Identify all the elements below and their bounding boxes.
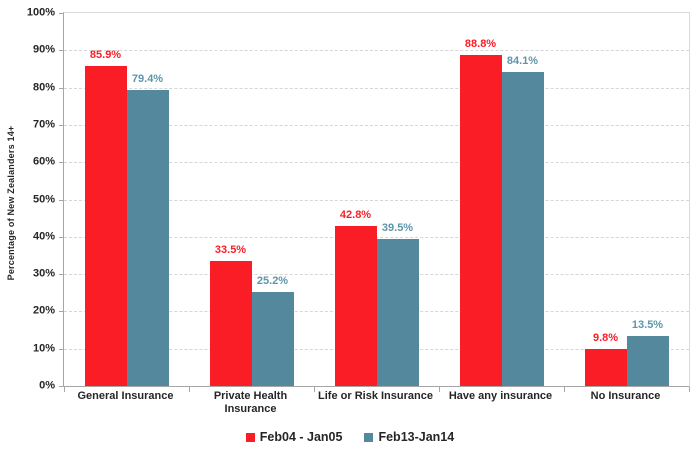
bar-value-label: 9.8% bbox=[592, 332, 619, 345]
y-tick-label: 20% bbox=[32, 304, 55, 317]
bar-group: 9.8% 13.5% bbox=[564, 13, 689, 386]
bar-value-label: 84.1% bbox=[506, 55, 539, 68]
gridline bbox=[64, 199, 689, 201]
x-tick-mark bbox=[189, 387, 190, 392]
bar-series-1: 33.5% bbox=[209, 245, 252, 386]
gridline bbox=[64, 236, 689, 238]
bar-value-label: 42.8% bbox=[339, 209, 372, 222]
plot-area: 0% 10% 20% 30% 40% 50% 60% 70% 80% 90% 100% 85.9% 79… bbox=[27, 7, 690, 392]
bar-series-1: 42.8% bbox=[334, 210, 377, 386]
x-tick-mark bbox=[689, 387, 690, 392]
gridline bbox=[64, 87, 689, 89]
y-tick-label: 10% bbox=[32, 342, 55, 355]
bar-value-label: 85.9% bbox=[89, 48, 122, 61]
y-tick-label: 50% bbox=[32, 193, 55, 205]
legend-label: Feb13-Jan14 bbox=[378, 430, 455, 444]
x-axis-labels: General Insurance Private Health Insuranc… bbox=[63, 390, 688, 416]
bar-series-2: 84.1% bbox=[501, 56, 544, 386]
y-tick-mark bbox=[59, 236, 64, 238]
bar-series-1: 88.8% bbox=[459, 38, 502, 386]
category-label: Life or Risk Insurance bbox=[318, 390, 433, 402]
y-tick-label: 40% bbox=[32, 230, 55, 243]
y-tick-mark bbox=[59, 274, 64, 276]
category-label: Have any insurance bbox=[448, 390, 553, 402]
gridline bbox=[64, 124, 689, 126]
y-tick-mark bbox=[59, 348, 64, 350]
bar-series-2: 39.5% bbox=[376, 222, 419, 386]
y-tick-label: 60% bbox=[32, 155, 55, 168]
category-label: General Insurance bbox=[77, 390, 174, 402]
bar-group: 88.8% 84.1% bbox=[439, 13, 564, 386]
legend-swatch-icon bbox=[245, 432, 255, 442]
legend-item-series-2: Feb13-Jan14 bbox=[364, 431, 454, 444]
y-tick-mark bbox=[59, 13, 64, 14]
y-tick-mark bbox=[59, 199, 64, 201]
y-tick-mark bbox=[59, 162, 64, 164]
bar-group: 42.8% 39.5% bbox=[314, 13, 439, 386]
y-tick-label: 100% bbox=[26, 6, 55, 19]
bar-value-label: 25.2% bbox=[256, 275, 289, 288]
gridline bbox=[64, 162, 689, 164]
y-tick-mark bbox=[59, 50, 64, 52]
category-label: No Insurance bbox=[590, 390, 661, 402]
legend-label: Feb04 - Jan05 bbox=[259, 430, 343, 444]
y-tick-label: 0% bbox=[39, 379, 55, 392]
category-label: Private Health Insurance bbox=[213, 390, 288, 415]
bar-value-label: 39.5% bbox=[381, 221, 414, 234]
y-tick-mark bbox=[59, 311, 64, 313]
legend: Feb04 - Jan05 Feb13-Jan14 bbox=[0, 431, 700, 444]
bar-value-label: 33.5% bbox=[214, 244, 247, 257]
y-tick-label: 90% bbox=[32, 43, 55, 56]
bar-series-2: 79.4% bbox=[126, 73, 169, 386]
y-tick-mark bbox=[59, 386, 64, 387]
legend-swatch-icon bbox=[364, 432, 374, 442]
x-tick-mark bbox=[64, 387, 65, 392]
bar-group: 85.9% 79.4% bbox=[64, 13, 189, 386]
bar-value-label: 13.5% bbox=[631, 318, 664, 331]
bar-series-2: 13.5% bbox=[626, 319, 669, 386]
y-axis-title: Percentage of New Zealanders 14+ bbox=[6, 125, 16, 281]
y-tick-label: 30% bbox=[32, 267, 55, 280]
bar-value-label: 88.8% bbox=[464, 37, 497, 50]
y-tick-mark bbox=[59, 124, 64, 126]
y-tick-mark bbox=[59, 87, 64, 89]
y-tick-label: 80% bbox=[32, 81, 55, 94]
y-tick-label: 70% bbox=[32, 118, 55, 131]
bar-group: 33.5% 25.2% bbox=[189, 13, 314, 386]
bar-series-2: 25.2% bbox=[251, 276, 294, 386]
legend-item-series-1: Feb04 - Jan05 bbox=[245, 430, 343, 444]
x-tick-mark bbox=[314, 387, 315, 392]
bar-series-1: 85.9% bbox=[84, 49, 127, 386]
bar-value-label: 79.4% bbox=[131, 72, 164, 85]
gridline bbox=[64, 50, 689, 52]
x-tick-mark bbox=[439, 387, 440, 392]
bar-series-1: 9.8% bbox=[584, 333, 627, 386]
x-tick-mark bbox=[564, 387, 565, 392]
